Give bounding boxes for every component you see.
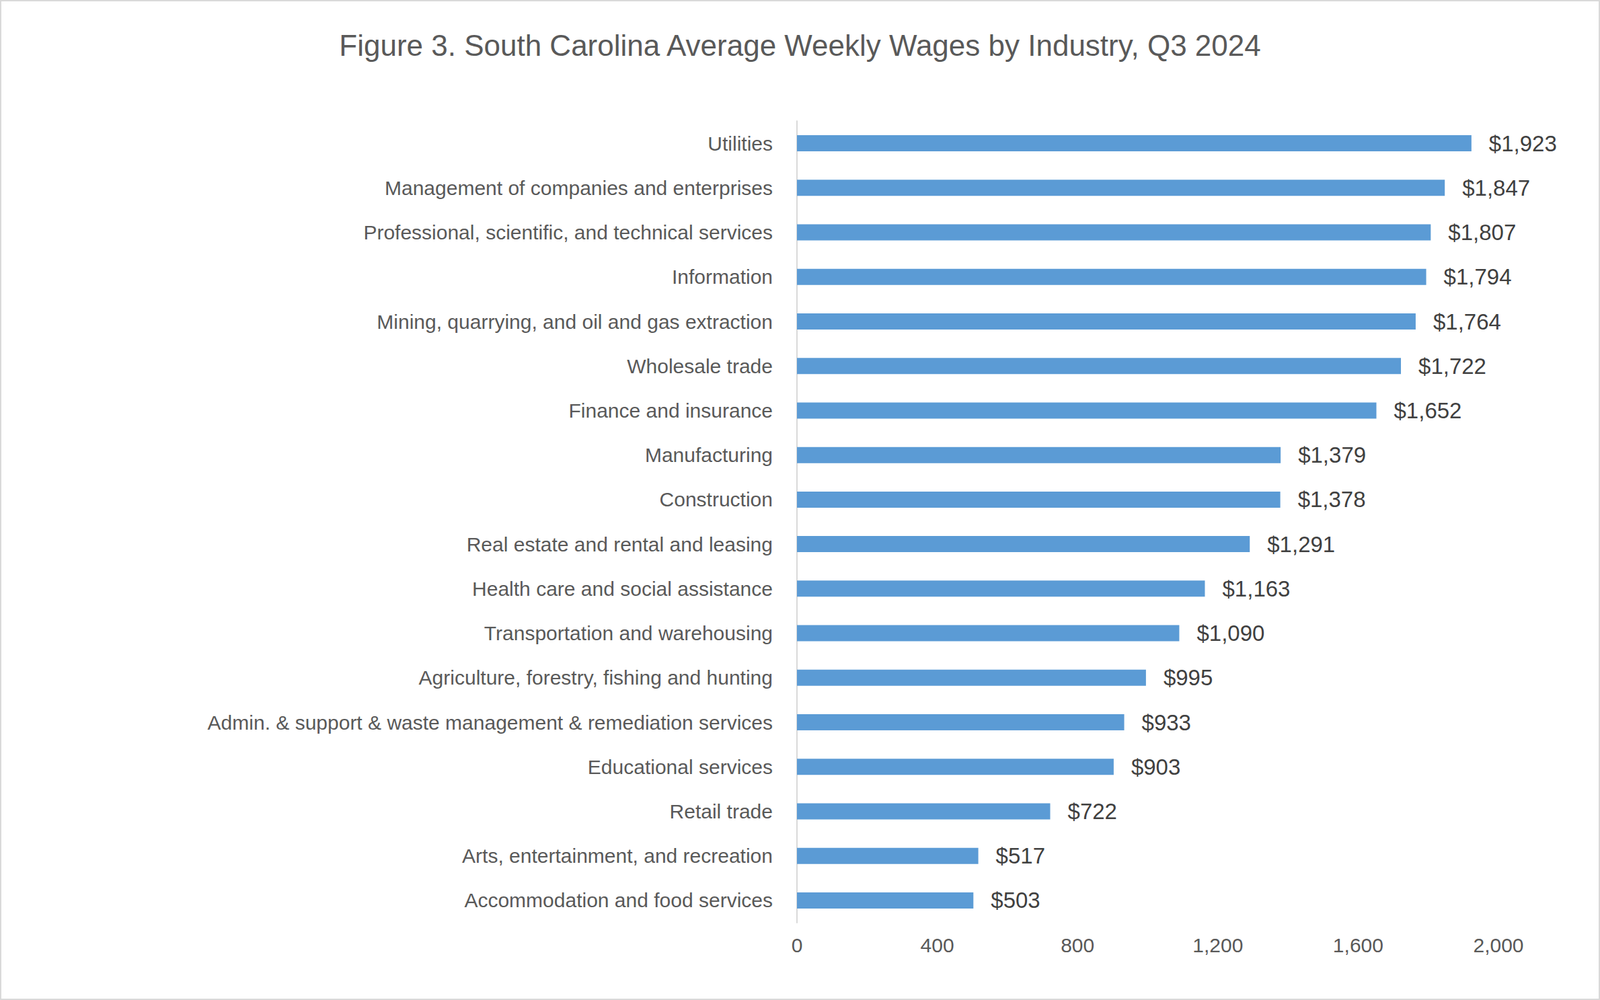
svg-text:$1,291: $1,291 [1267,531,1336,557]
svg-text:Educational services: Educational services [587,755,773,779]
svg-text:Information: Information [671,265,773,288]
svg-text:Accommodation and food service: Accommodation and food services [464,889,773,912]
svg-text:Professional, scientific, and: Professional, scientific, and technical … [363,221,773,244]
svg-text:Construction: Construction [659,488,773,511]
svg-text:Retail trade: Retail trade [669,800,773,823]
svg-text:$1,847: $1,847 [1462,175,1531,201]
svg-text:$1,379: $1,379 [1298,442,1366,468]
svg-text:800: 800 [1060,934,1095,957]
svg-text:$722: $722 [1068,798,1118,824]
svg-text:Arts, entertainment, and recre: Arts, entertainment, and recreation [462,844,773,867]
svg-text:$933: $933 [1141,710,1192,736]
svg-text:$1,090: $1,090 [1196,620,1265,646]
svg-text:1,600: 1,600 [1332,934,1384,957]
svg-text:0: 0 [791,934,804,957]
svg-text:$1,378: $1,378 [1298,486,1366,512]
svg-text:Finance and insurance: Finance and insurance [568,399,773,422]
svg-text:Wholesale trade: Wholesale trade [626,355,773,378]
svg-text:$995: $995 [1163,665,1213,691]
svg-text:$903: $903 [1131,754,1181,780]
svg-text:2,000: 2,000 [1472,934,1524,957]
svg-text:$1,652: $1,652 [1394,398,1463,424]
svg-text:Transportation and warehousing: Transportation and warehousing [484,622,773,645]
svg-text:$1,722: $1,722 [1418,353,1487,379]
svg-text:$1,923: $1,923 [1489,131,1557,157]
svg-text:Admin. & support & waste manag: Admin. & support & waste management & re… [207,711,773,734]
svg-text:Manufacturing: Manufacturing [644,443,773,467]
svg-text:Figure 3. South Carolina Avera: Figure 3. South Carolina Average Weekly … [338,28,1261,62]
svg-text:Health care and social assista: Health care and social assistance [472,577,773,600]
svg-text:Real estate and rental and lea: Real estate and rental and leasing [466,533,773,556]
svg-text:$517: $517 [996,843,1046,869]
svg-text:$1,807: $1,807 [1448,219,1516,245]
svg-text:$503: $503 [990,887,1040,913]
svg-text:400: 400 [920,934,955,957]
svg-text:$1,764: $1,764 [1433,309,1502,335]
svg-text:$1,163: $1,163 [1222,576,1291,602]
svg-text:Mining, quarrying, and oil and: Mining, quarrying, and oil and gas extra… [376,310,773,333]
svg-text:1,200: 1,200 [1192,934,1243,957]
svg-text:Utilities: Utilities [707,132,773,155]
svg-text:Management of companies and en: Management of companies and enterprises [384,176,773,200]
svg-text:$1,794: $1,794 [1443,264,1512,290]
svg-text:Agriculture, forestry, fishing: Agriculture, forestry, fishing and hunti… [418,666,773,689]
